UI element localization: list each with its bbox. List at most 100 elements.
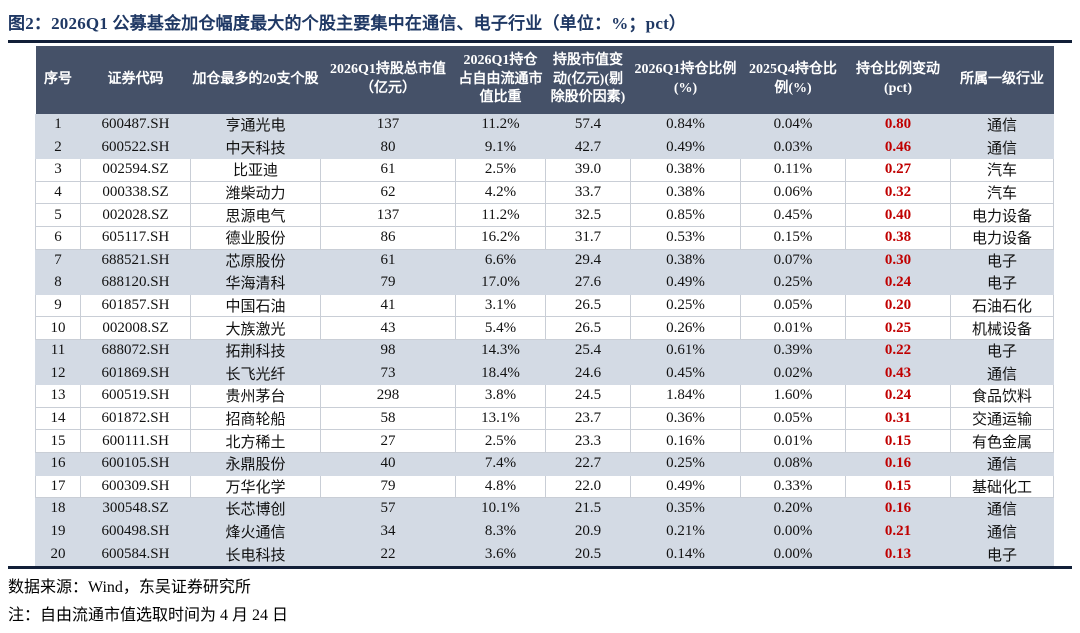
cell-security-code: 600309.SH: [80, 475, 191, 499]
cell-total-market-value: 79: [320, 475, 456, 499]
cell-seq: 17: [35, 475, 81, 499]
cell-total-market-value: 80: [320, 136, 456, 160]
cell-industry: 汽车: [950, 158, 1054, 182]
cell-total-market-value: 298: [320, 384, 456, 408]
cell-2025q4-ratio: 0.01%: [740, 429, 846, 453]
cell-2025q4-ratio: 0.08%: [740, 452, 846, 476]
cell-market-value-change: 25.4: [545, 339, 631, 363]
cell-stock-name: 华海清科: [190, 271, 321, 295]
cell-security-code: 601869.SH: [80, 362, 191, 386]
cell-market-value-change: 22.7: [545, 452, 631, 476]
cell-total-market-value: 41: [320, 294, 456, 318]
cell-free-float-ratio: 16.2%: [455, 226, 546, 250]
table-row: 9 601857.SH 中国石油 41 3.1% 26.5 0.25% 0.05…: [35, 294, 1054, 318]
cell-security-code: 601857.SH: [80, 294, 191, 318]
cell-free-float-ratio: 2.5%: [455, 429, 546, 453]
cell-industry: 电力设备: [950, 203, 1054, 227]
cell-stock-name: 亨通光电: [190, 114, 321, 137]
cell-industry: 通信: [950, 114, 1054, 137]
cell-free-float-ratio: 17.0%: [455, 271, 546, 295]
cell-market-value-change: 24.5: [545, 384, 631, 408]
table-row: 14 601872.SH 招商轮船 58 13.1% 23.7 0.36% 0.…: [35, 407, 1054, 431]
cell-ratio-change-pct: 0.43: [845, 362, 951, 386]
cell-2025q4-ratio: 0.02%: [740, 362, 846, 386]
cell-total-market-value: 62: [320, 181, 456, 205]
cell-2025q4-ratio: 0.20%: [740, 497, 846, 521]
table-row: 10 002008.SZ 大族激光 43 5.4% 26.5 0.26% 0.0…: [35, 316, 1054, 340]
header-security-code: 证券代码: [80, 46, 191, 114]
cell-seq: 9: [35, 294, 81, 318]
table-row: 11 688072.SH 拓荆科技 98 14.3% 25.4 0.61% 0.…: [35, 339, 1054, 363]
cell-2025q4-ratio: 0.06%: [740, 181, 846, 205]
cell-market-value-change: 29.4: [545, 249, 631, 273]
cell-free-float-ratio: 11.2%: [455, 203, 546, 227]
cell-market-value-change: 32.5: [545, 203, 631, 227]
cell-industry: 基础化工: [950, 475, 1054, 499]
cell-total-market-value: 40: [320, 452, 456, 476]
header-market-value-change: 持股市值变动(亿元)(剔除股价因素): [545, 46, 631, 114]
cell-stock-name: 招商轮船: [190, 407, 321, 431]
cell-total-market-value: 34: [320, 520, 456, 544]
cell-stock-name: 思源电气: [190, 203, 321, 227]
cell-2026q1-ratio: 1.84%: [630, 384, 741, 408]
cell-2026q1-ratio: 0.36%: [630, 407, 741, 431]
cell-market-value-change: 31.7: [545, 226, 631, 250]
cell-2025q4-ratio: 0.05%: [740, 407, 846, 431]
cell-ratio-change-pct: 0.22: [845, 339, 951, 363]
cell-industry: 通信: [950, 452, 1054, 476]
cell-industry: 有色金属: [950, 429, 1054, 453]
cell-2026q1-ratio: 0.38%: [630, 158, 741, 182]
table-row: 4 000338.SZ 潍柴动力 62 4.2% 33.7 0.38% 0.06…: [35, 181, 1054, 205]
cell-2025q4-ratio: 0.39%: [740, 339, 846, 363]
table-row: 12 601869.SH 长飞光纤 73 18.4% 24.6 0.45% 0.…: [35, 362, 1054, 386]
cell-stock-name: 拓荆科技: [190, 339, 321, 363]
cell-industry: 汽车: [950, 181, 1054, 205]
table-row: 18 300548.SZ 长芯博创 57 10.1% 21.5 0.35% 0.…: [35, 497, 1054, 521]
cell-industry: 电子: [950, 339, 1054, 363]
cell-free-float-ratio: 8.3%: [455, 520, 546, 544]
table-row: 20 600584.SH 长电科技 22 3.6% 20.5 0.14% 0.0…: [35, 542, 1054, 566]
cell-seq: 20: [35, 542, 81, 566]
cell-free-float-ratio: 7.4%: [455, 452, 546, 476]
cell-security-code: 600105.SH: [80, 452, 191, 476]
cell-total-market-value: 61: [320, 158, 456, 182]
cell-market-value-change: 39.0: [545, 158, 631, 182]
cell-stock-name: 中国石油: [190, 294, 321, 318]
cell-total-market-value: 22: [320, 542, 456, 566]
cell-2026q1-ratio: 0.38%: [630, 249, 741, 273]
cell-2026q1-ratio: 0.45%: [630, 362, 741, 386]
cell-stock-name: 大族激光: [190, 316, 321, 340]
header-total-market-value: 2026Q1持股总市值（亿元）: [320, 46, 456, 114]
cell-2026q1-ratio: 0.49%: [630, 271, 741, 295]
cell-ratio-change-pct: 0.27: [845, 158, 951, 182]
cell-ratio-change-pct: 0.31: [845, 407, 951, 431]
cell-total-market-value: 73: [320, 362, 456, 386]
cell-2025q4-ratio: 0.25%: [740, 271, 846, 295]
data-source-line: 数据来源：Wind，东吴证券研究所: [8, 578, 251, 596]
table-row: 3 002594.SZ 比亚迪 61 2.5% 39.0 0.38% 0.11%…: [35, 158, 1054, 182]
cell-2025q4-ratio: 0.15%: [740, 226, 846, 250]
cell-seq: 2: [35, 136, 81, 160]
cell-2026q1-ratio: 0.25%: [630, 294, 741, 318]
cell-ratio-change-pct: 0.25: [845, 316, 951, 340]
cell-2026q1-ratio: 0.61%: [630, 339, 741, 363]
cell-2025q4-ratio: 0.00%: [740, 520, 846, 544]
cell-2026q1-ratio: 0.38%: [630, 181, 741, 205]
cell-security-code: 002028.SZ: [80, 203, 191, 227]
cell-free-float-ratio: 5.4%: [455, 316, 546, 340]
cell-market-value-change: 20.9: [545, 520, 631, 544]
figure-title: 图2：2026Q1 公募基金加仓幅度最大的个股主要集中在通信、电子行业（单位：%…: [8, 14, 687, 33]
cell-market-value-change: 22.0: [545, 475, 631, 499]
table-row: 8 688120.SH 华海清科 79 17.0% 27.6 0.49% 0.2…: [35, 271, 1054, 295]
cell-stock-name: 德业股份: [190, 226, 321, 250]
cell-2026q1-ratio: 0.25%: [630, 452, 741, 476]
cell-seq: 8: [35, 271, 81, 295]
cell-industry: 通信: [950, 362, 1054, 386]
cell-security-code: 000338.SZ: [80, 181, 191, 205]
cell-total-market-value: 79: [320, 271, 456, 295]
header-2025q4-ratio: 2025Q4持仓比例(%): [740, 46, 846, 114]
cell-industry: 电子: [950, 542, 1054, 566]
cell-market-value-change: 26.5: [545, 316, 631, 340]
cell-security-code: 002594.SZ: [80, 158, 191, 182]
cell-stock-name: 万华化学: [190, 475, 321, 499]
